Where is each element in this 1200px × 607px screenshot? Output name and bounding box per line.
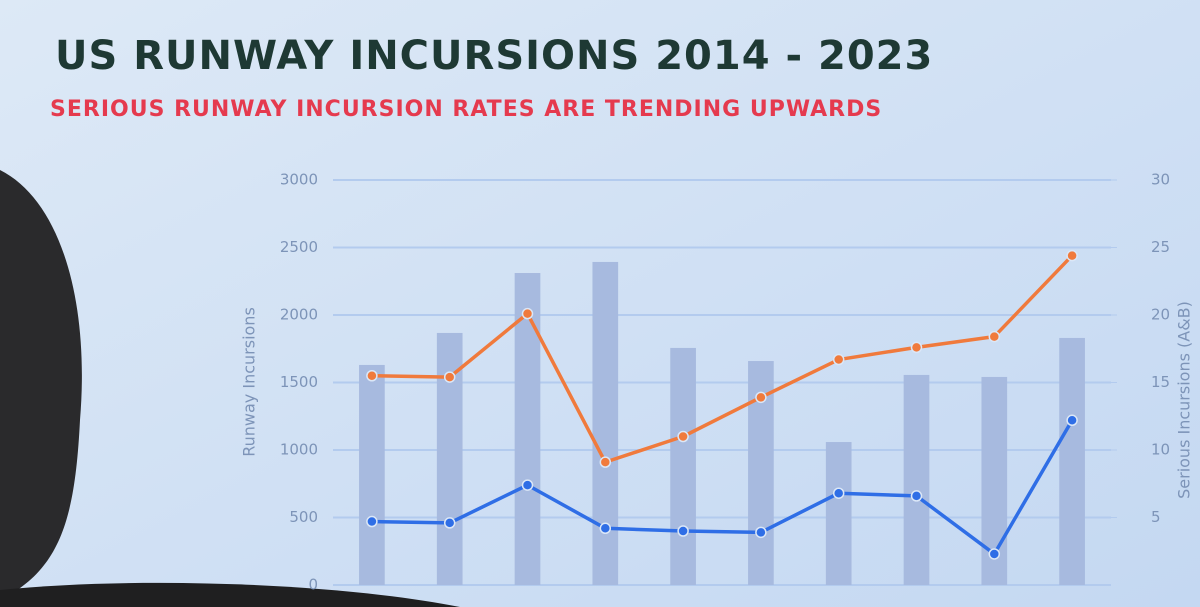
line-marker <box>521 479 534 491</box>
line-marker <box>443 517 456 529</box>
y-tick-label: 0 <box>308 576 318 594</box>
chart-title: US RUNWAY INCURSIONS 2014 - 2023 <box>55 33 933 79</box>
line-marker <box>755 391 767 404</box>
line-marker <box>832 353 845 366</box>
line-marker <box>366 515 378 528</box>
y-tick-label: 1000 <box>280 441 318 459</box>
y2-tick-label: 15 <box>1151 373 1170 391</box>
y-tick-label: 500 <box>289 508 318 526</box>
bar <box>825 442 852 585</box>
bar <box>359 364 385 585</box>
y2-tick-label: 5 <box>1151 508 1161 526</box>
line-marker <box>443 371 456 383</box>
line-marker <box>988 330 1001 343</box>
y2-tick-label: 20 <box>1151 306 1170 324</box>
line-marker <box>988 548 1001 560</box>
line-marker <box>599 522 612 535</box>
y2-axis-label: Serious Incursions (A&B) <box>1175 301 1194 499</box>
line-marker <box>366 370 378 382</box>
line-marker <box>1066 249 1078 262</box>
line-marker <box>677 430 689 443</box>
bar <box>1059 337 1085 585</box>
y-tick-label: 2500 <box>280 238 318 256</box>
foreground-decoration <box>0 582 460 607</box>
line-marker <box>832 487 845 499</box>
line-marker <box>1066 414 1078 427</box>
line-marker <box>599 456 612 468</box>
headset-decoration <box>0 170 82 600</box>
y-tick-label: 2000 <box>280 306 318 324</box>
bar <box>903 374 930 585</box>
line-marker <box>910 490 923 502</box>
y2-tick-label: 25 <box>1151 238 1170 256</box>
line-marker <box>910 341 923 354</box>
line-marker <box>521 307 534 320</box>
line-marker <box>677 525 689 537</box>
line <box>371 419 1074 556</box>
y2-tick-label: 10 <box>1151 441 1170 459</box>
y-tick-label: 3000 <box>280 171 318 189</box>
chart-subtitle: SERIOUS RUNWAY INCURSION RATES ARE TREND… <box>50 97 882 122</box>
y2-tick-label: 30 <box>1151 171 1170 189</box>
y-axis-label: Runway Incursions <box>240 307 259 457</box>
bar <box>514 273 541 585</box>
line <box>371 254 1074 464</box>
line-marker <box>755 526 767 539</box>
bar <box>670 347 696 585</box>
y-tick-label: 1500 <box>280 373 318 391</box>
bar <box>592 261 619 585</box>
